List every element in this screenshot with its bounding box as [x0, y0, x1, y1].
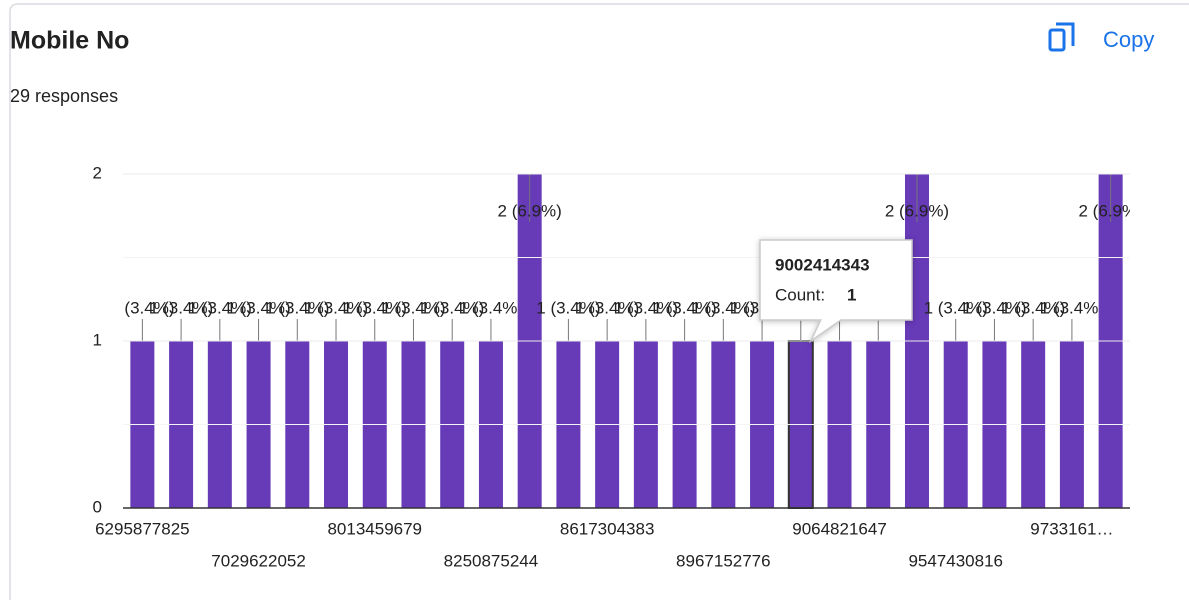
tooltip-value: 1 — [847, 285, 856, 304]
tooltip-label: Count: — [775, 285, 825, 304]
tooltip-title: 9002414343 — [775, 255, 870, 274]
data-label: 1 (3.4%) — [226, 298, 290, 317]
data-label: 1 (3.4%) — [420, 298, 484, 317]
data-label: 2 (6.9%) — [498, 201, 562, 220]
y-tick-label: 1 — [93, 330, 102, 349]
y-tick-label: 0 — [93, 497, 102, 516]
data-label: 1 (3.4%) — [1001, 298, 1065, 317]
data-label: 1 (3.4%) — [614, 298, 678, 317]
plot: 1 (3.4%)1 (3.4%)1 (3.4%)1 (3.4%)1 (3.4%)… — [110, 174, 1143, 509]
x-tick-label: 7029622052 — [211, 551, 306, 570]
data-label: 1 (3.4%) — [149, 298, 213, 317]
question-title: Mobile No — [10, 27, 129, 55]
data-label: 1 (3.4%) — [652, 298, 716, 317]
copy-label: Copy — [1103, 27, 1154, 52]
data-label: 1 (3.4%) — [1040, 298, 1104, 317]
tooltip-box — [759, 239, 913, 344]
x-tick-label: 8617304383 — [560, 519, 655, 538]
y-tick-label: 2 — [93, 163, 102, 182]
x-tick-label: 8013459679 — [327, 519, 422, 538]
data-label: 1 (3.4%) — [459, 298, 523, 317]
copy-icon — [1056, 22, 1075, 46]
x-tick-label: 9733161… — [1030, 519, 1113, 538]
data-label: 1 (3.4%) — [343, 298, 407, 317]
data-label: 1 (3.4%) — [536, 298, 600, 317]
data-label: 1 (3.4%) — [924, 298, 988, 317]
data-label: 1 (3.4%) — [188, 298, 252, 317]
data-label: 1 (3.4%) — [304, 298, 368, 317]
data-label: 1 (3.4%) — [691, 298, 755, 317]
x-tick-label: 8250875244 — [444, 551, 539, 570]
x-tick-label: 9064821647 — [792, 519, 887, 538]
copy-icon — [1048, 28, 1066, 52]
data-label: 2 (6.9%) — [1079, 201, 1143, 220]
x-tick-label: 9547430816 — [908, 551, 1003, 570]
data-label: 1 (3.4%) — [110, 298, 174, 317]
x-tick-label: 8967152776 — [676, 551, 771, 570]
data-label: 1 (3.4%) — [381, 298, 445, 317]
response-count: 29 responses — [10, 86, 118, 106]
x-tick-label: 6295877825 — [95, 519, 190, 538]
data-label: 1 (3.4%) — [265, 298, 329, 317]
copy-button[interactable]: Copy — [1048, 22, 1154, 52]
data-label: 1 (3.4%) — [962, 298, 1026, 317]
card-border — [9, 3, 1189, 600]
data-label: 1 (3.4%) — [575, 298, 639, 317]
data-label: 2 (6.9%) — [885, 201, 949, 220]
